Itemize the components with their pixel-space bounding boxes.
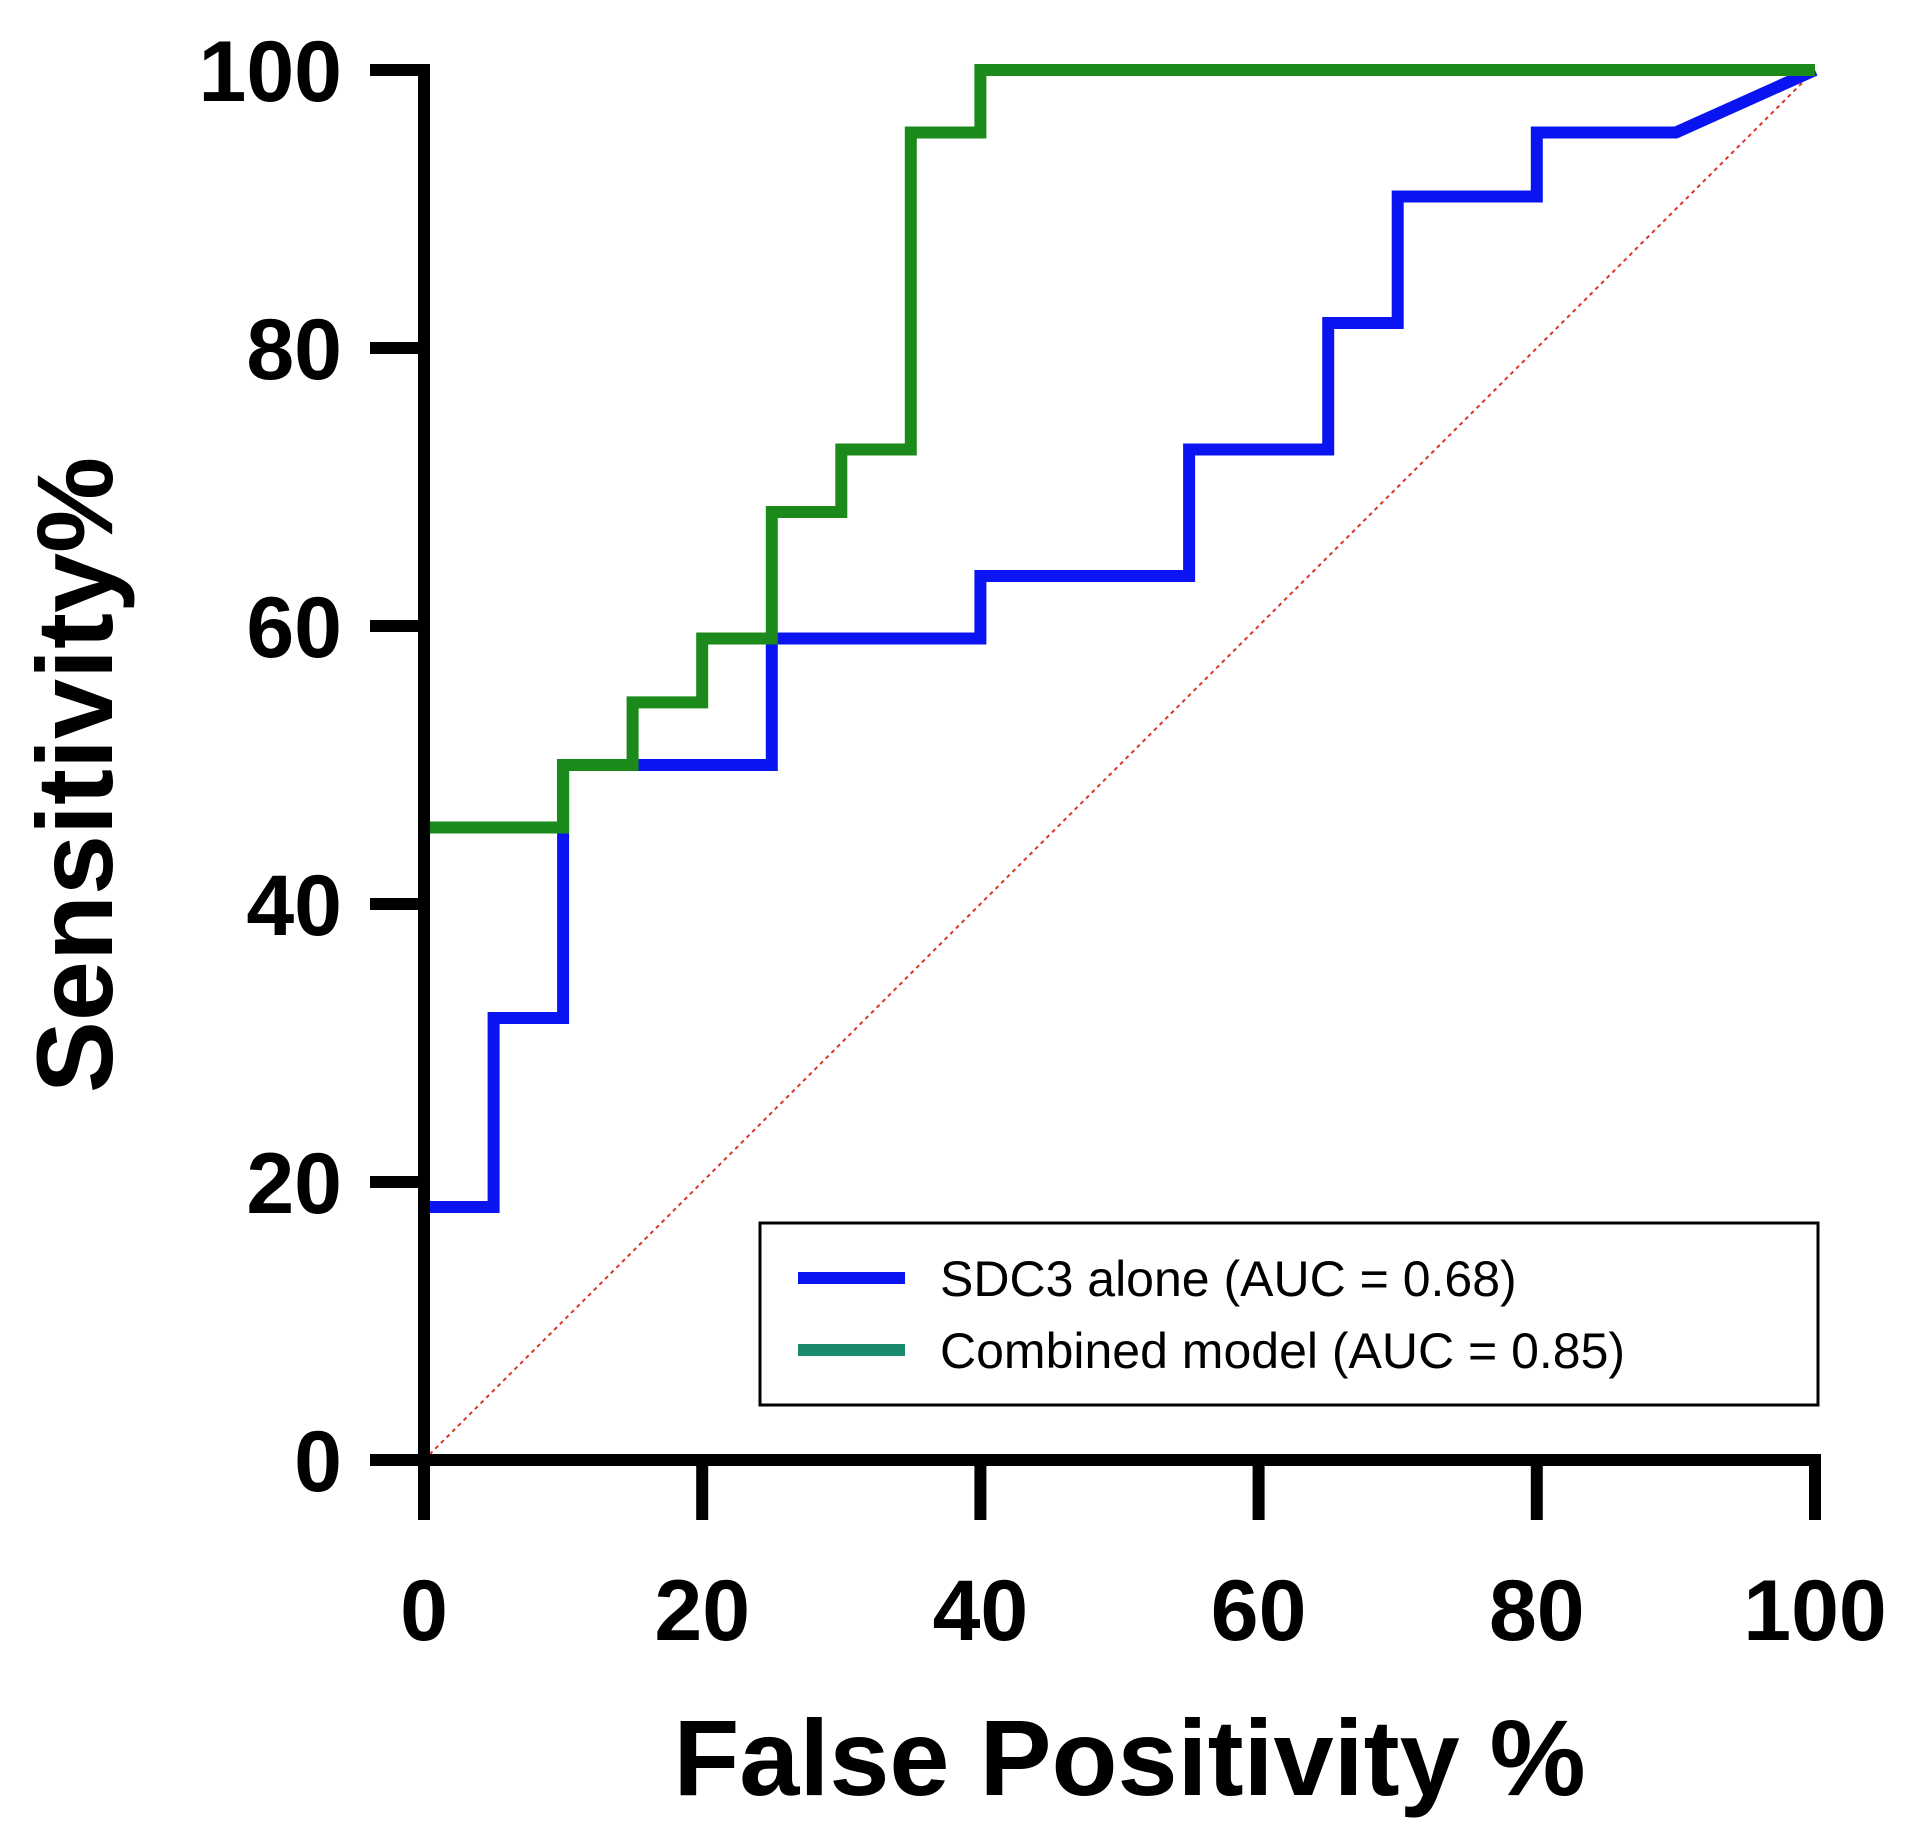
x-tick-label: 20 xyxy=(654,1563,750,1659)
legend-label: Combined model (AUC = 0.85) xyxy=(940,1323,1625,1379)
x-tick-label: 40 xyxy=(933,1563,1029,1659)
series-line-1 xyxy=(418,64,1815,1460)
x-tick-label: 60 xyxy=(1211,1563,1307,1659)
axes: 0 20 40 60 80 100 0 20 40 60 80 100 xyxy=(199,24,1887,1659)
y-tick-label: 100 xyxy=(199,24,343,120)
x-axis-title: False Positivity % xyxy=(673,1697,1585,1818)
y-axis-title: Sensitivity% xyxy=(14,457,135,1093)
y-tick-label: 0 xyxy=(294,1414,342,1510)
series-line-0 xyxy=(418,64,1818,1460)
legend-box xyxy=(758,1221,1820,1407)
legend: SDC3 alone (AUC = 0.68) Combined model (A… xyxy=(758,1221,1820,1407)
y-tick-label: 80 xyxy=(246,302,342,398)
x-tick-label: 100 xyxy=(1743,1563,1887,1659)
plot-lines xyxy=(418,64,1818,1461)
y-tick-label: 20 xyxy=(246,1136,342,1232)
y-tick-label: 60 xyxy=(246,580,342,676)
x-tick-label: 80 xyxy=(1489,1563,1585,1659)
legend-label: SDC3 alone (AUC = 0.68) xyxy=(940,1251,1517,1307)
y-tick-label: 40 xyxy=(246,858,342,954)
x-tick-label: 0 xyxy=(400,1563,448,1659)
